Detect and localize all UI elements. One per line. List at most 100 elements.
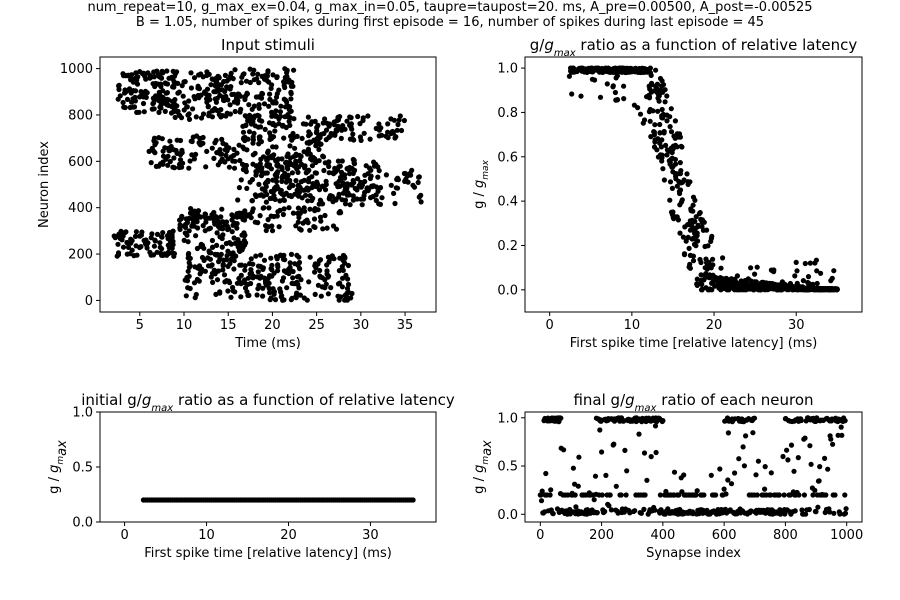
data-point <box>171 155 177 161</box>
data-point <box>203 219 209 225</box>
data-point <box>720 255 726 261</box>
x-axis-label: Synapse index <box>646 546 741 561</box>
x-tick-label: 35 <box>397 318 414 333</box>
data-point <box>618 492 624 498</box>
data-point <box>281 197 287 203</box>
data-point <box>140 94 146 100</box>
data-point <box>823 286 829 292</box>
initial-ratio-vs-latency-plot: 0 10 20 30 0.0 0.5 1.0 First spike time [relati… <box>47 391 455 561</box>
data-point <box>191 75 198 81</box>
data-point <box>660 166 666 172</box>
data-point <box>278 190 284 196</box>
data-point <box>349 182 355 188</box>
data-point <box>674 171 680 177</box>
data-point <box>176 112 183 119</box>
data-point <box>116 82 122 88</box>
data-point <box>624 468 630 474</box>
data-point <box>218 251 224 257</box>
data-point <box>220 267 226 273</box>
data-point <box>357 121 363 127</box>
data-point <box>394 127 400 133</box>
data-point <box>690 194 697 200</box>
x-axis-label: First spike time [relative latency] (ms) <box>144 546 392 561</box>
data-point <box>230 214 237 220</box>
data-point <box>402 170 408 177</box>
data-point <box>270 72 276 78</box>
data-point <box>202 211 208 217</box>
data-point <box>290 83 296 89</box>
data-point <box>339 284 345 290</box>
data-point <box>812 286 818 292</box>
data-point <box>641 506 647 512</box>
data-point <box>160 159 166 165</box>
data-point <box>196 95 202 101</box>
data-point <box>203 91 209 97</box>
data-point <box>289 170 295 176</box>
data-point <box>237 279 243 286</box>
data-point <box>740 444 746 450</box>
data-point <box>652 137 658 143</box>
data-point <box>222 147 228 153</box>
data-point <box>295 205 301 211</box>
data-point <box>338 169 345 175</box>
data-point <box>259 91 266 97</box>
data-point <box>137 94 143 100</box>
data-point <box>802 260 808 267</box>
data-point <box>647 70 654 76</box>
data-point <box>632 69 638 75</box>
data-point <box>288 96 294 102</box>
data-point <box>312 269 318 275</box>
data-point <box>768 470 774 476</box>
x-tick-label: 30 <box>788 318 805 333</box>
data-point <box>160 70 166 76</box>
data-point <box>743 433 749 439</box>
data-point <box>219 136 225 142</box>
data-point <box>359 202 365 208</box>
data-point <box>265 177 271 183</box>
data-point <box>771 267 777 273</box>
x-axis-label: First spike time [relative latency] (ms) <box>570 336 818 351</box>
data-point <box>657 152 664 158</box>
data-point <box>244 185 250 191</box>
initial-ratio-points <box>140 497 416 503</box>
data-point <box>323 178 329 184</box>
data-point <box>807 260 813 266</box>
data-point <box>791 468 797 474</box>
data-point <box>267 91 273 97</box>
data-point <box>628 65 634 71</box>
data-point <box>673 214 679 220</box>
data-point <box>154 231 161 237</box>
data-point <box>287 264 293 270</box>
data-point <box>264 157 270 163</box>
data-point <box>250 134 256 140</box>
y-tick-label: 1.0 <box>72 406 93 421</box>
data-point <box>837 511 843 517</box>
data-point <box>318 141 324 147</box>
data-point <box>122 104 128 111</box>
data-point <box>153 93 159 99</box>
data-point <box>256 141 262 147</box>
data-point <box>204 148 210 154</box>
data-point <box>115 241 121 247</box>
data-point <box>632 508 638 514</box>
data-point <box>288 89 294 95</box>
data-point <box>232 67 238 73</box>
data-point <box>287 155 293 161</box>
data-point <box>242 267 248 273</box>
data-point <box>597 427 603 433</box>
data-point <box>411 184 418 190</box>
data-point <box>685 222 691 228</box>
data-point <box>269 228 276 234</box>
data-point <box>129 247 135 253</box>
data-point <box>124 96 131 102</box>
data-point <box>197 271 203 277</box>
data-point <box>753 286 759 292</box>
data-point <box>191 280 198 286</box>
data-point <box>337 163 343 169</box>
data-point <box>327 255 333 261</box>
data-point <box>842 418 848 424</box>
x-tick-label: 20 <box>280 528 297 543</box>
data-point <box>215 268 221 274</box>
data-point <box>186 165 192 171</box>
data-point <box>198 243 204 249</box>
